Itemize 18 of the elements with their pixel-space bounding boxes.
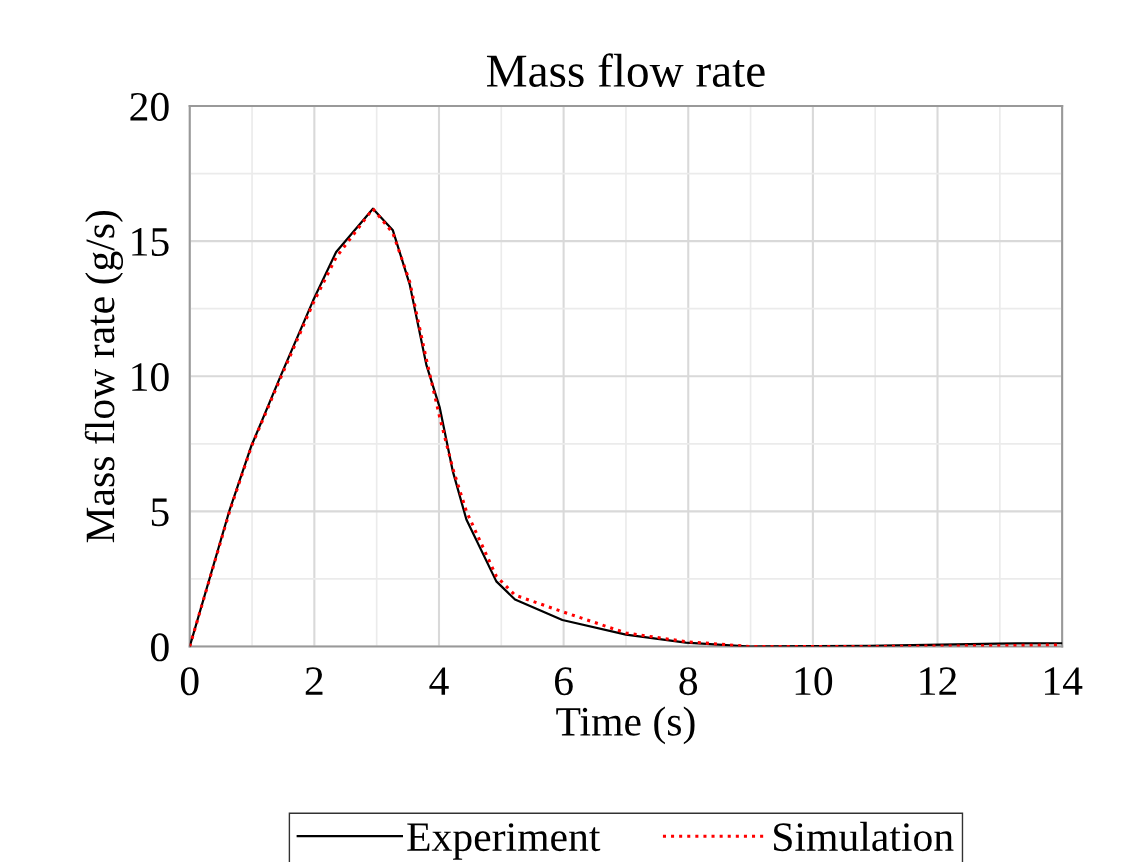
x-tick-label: 14 [1044,667,1083,695]
y-tick-label: 5 [151,498,169,527]
x-axis-title: Time (s) [556,706,695,745]
x-tick-label: 6 [554,667,573,696]
x-tick-label: 0 [180,667,199,696]
x-tick-label: 12 [920,667,957,695]
x-tick-label: 10 [795,667,833,696]
y-tick-label: 0 [151,633,169,662]
legend-label: Simulation [774,821,954,852]
y-tick-label: 10 [132,363,169,392]
x-tick-label: 8 [679,667,698,696]
y-tick-label: 15 [132,228,169,257]
x-tick-label: 2 [305,667,323,695]
chart-title: Mass flow rate [486,53,765,88]
legend-label: Experiment [407,823,601,860]
y-axis-title: Mass flow rate (g/s) [84,210,124,543]
y-tick-label: 20 [130,92,169,121]
x-tick-label: 4 [429,667,449,695]
